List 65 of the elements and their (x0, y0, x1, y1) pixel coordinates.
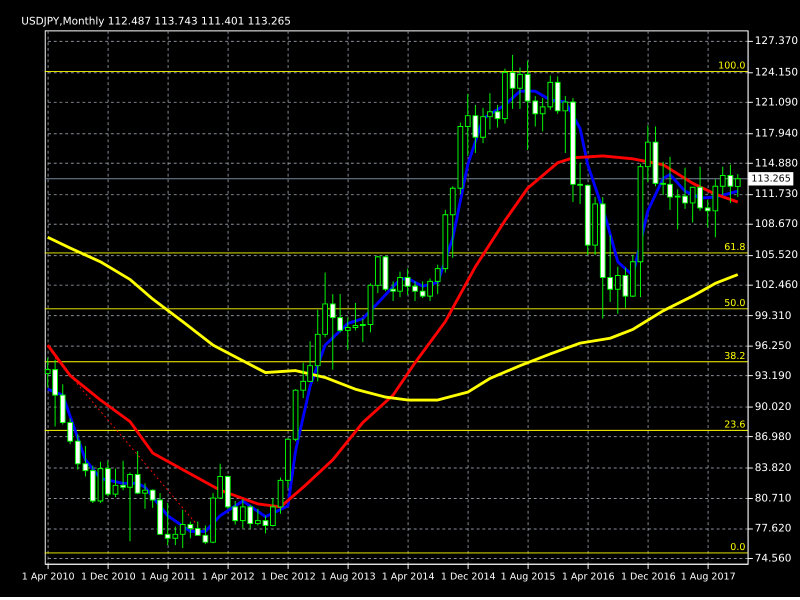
y-tick-label: 80.710 (754, 492, 792, 504)
chart-title: USDJPY,Monthly 112.487 113.743 111.401 113.265 (21, 16, 291, 28)
candlestick (247, 504, 254, 529)
y-tick-label: 86.980 (754, 430, 792, 443)
candlestick (540, 98, 546, 132)
annotation: 38.2 (724, 350, 746, 362)
candlestick (44, 357, 51, 388)
candlestick (194, 521, 201, 536)
y-tick-label: 121.090 (754, 96, 798, 108)
y-tick-label: 96.250 (754, 340, 792, 352)
x-tick-label: 1 Aug 2017 (680, 571, 736, 582)
y-tick-label: 102.460 (754, 279, 798, 292)
candlestick (232, 500, 238, 525)
candlestick (164, 502, 171, 546)
x-tick-label: 1 Apr 2014 (382, 571, 435, 582)
candlestick (434, 264, 441, 295)
candlestick (562, 96, 568, 154)
candlestick (255, 508, 261, 526)
candlestick (188, 521, 194, 539)
candlestick (240, 498, 246, 529)
x-tick-label: 1 Aug 2013 (320, 571, 376, 582)
y-tick-label: 124.150 (754, 66, 798, 78)
x-tick-label: 1 Apr 2016 (562, 571, 615, 582)
candlestick (67, 418, 73, 445)
y-tick-label: 127.370 (754, 34, 798, 47)
x-tick-label: 1 Dec 2014 (440, 571, 496, 582)
x-tick-label: 1 Dec 2010 (80, 571, 136, 582)
y-tick-label: 117.940 (754, 127, 798, 140)
candlestick (172, 526, 178, 546)
candlestick (704, 200, 711, 228)
candlestick (344, 317, 351, 350)
candlestick (180, 509, 186, 549)
annotation: 23.6 (724, 420, 746, 431)
annotation: 61.8 (724, 242, 746, 254)
x-tick-label: 1 Dec 2016 (620, 571, 676, 582)
candlestick (720, 166, 726, 196)
y-tick-label: 114.880 (754, 157, 798, 170)
y-tick-label: 77.620 (754, 522, 792, 535)
x-tick-label: 1 Aug 2015 (500, 571, 556, 582)
y-tick-label: 105.520 (754, 249, 798, 262)
x-tick-label: 1 Dec 2012 (261, 571, 316, 582)
candlestick (330, 294, 336, 370)
y-tick-label: 108.670 (754, 218, 798, 230)
x-tick-label: 1 Apr 2012 (202, 571, 255, 582)
y-tick-label: 99.310 (754, 310, 792, 322)
y-tick-label: 83.820 (754, 462, 792, 474)
candlestick (734, 174, 741, 198)
candlestick (614, 266, 621, 314)
y-tick-label: 93.190 (754, 370, 792, 382)
annotation: 100.0 (718, 60, 746, 72)
y-tick-label: 74.560 (754, 552, 792, 565)
candlestick (337, 294, 343, 333)
candlestick (532, 96, 538, 127)
candlestick (202, 525, 208, 545)
y-tick-label: 90.020 (754, 401, 792, 414)
candlestick (607, 234, 614, 302)
candlestick (464, 94, 471, 156)
candlestick (728, 164, 734, 204)
candlestick (74, 434, 81, 470)
x-tick-label: 1 Apr 2010 (22, 571, 75, 582)
x-tick-label: 1 Aug 2011 (140, 571, 196, 582)
annotation: 0.0 (730, 542, 746, 554)
ref-line-label: 113.265 (751, 174, 791, 185)
annotation: 50.0 (724, 298, 746, 309)
y-tick-label: 111.730 (754, 188, 798, 200)
